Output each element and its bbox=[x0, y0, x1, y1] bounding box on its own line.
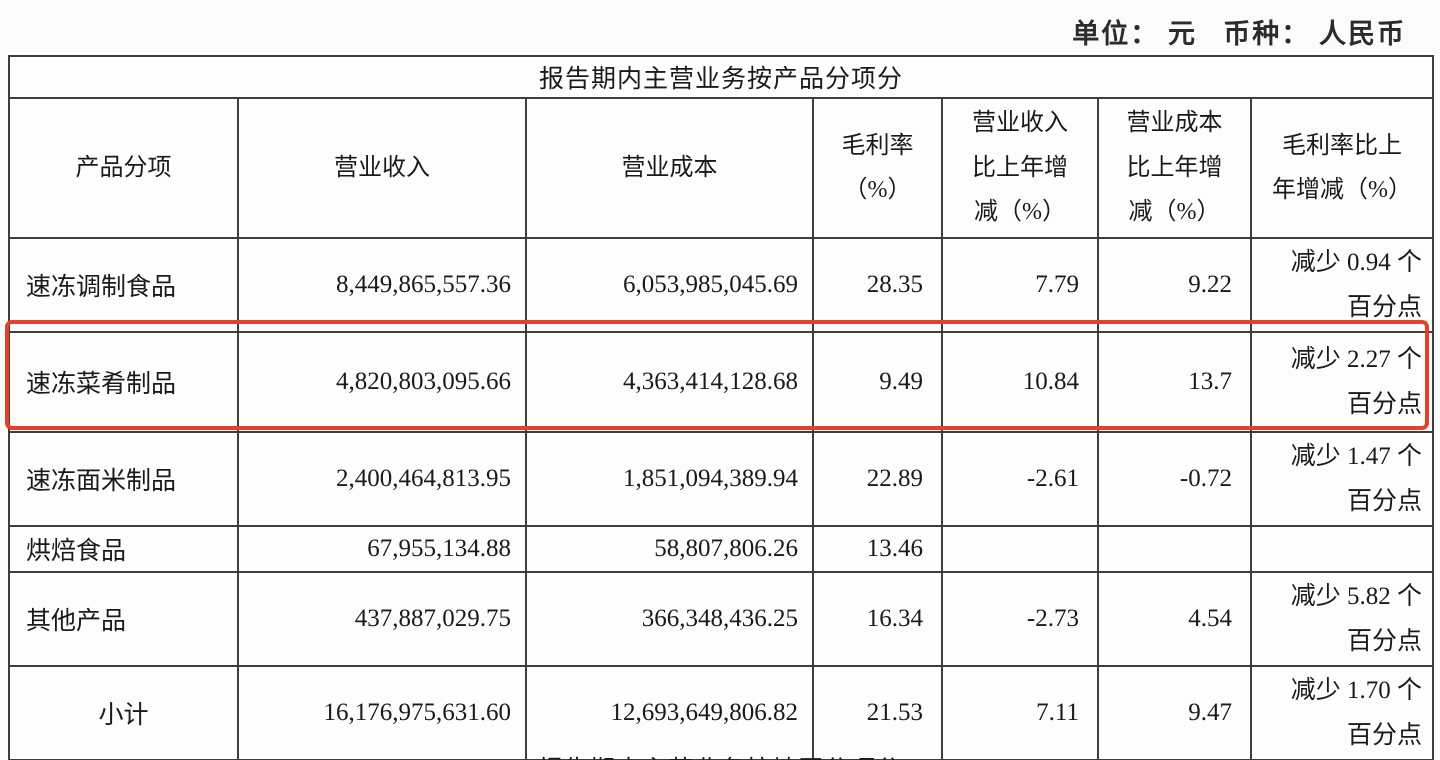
cell-cost-yoy: 9.22 bbox=[1097, 237, 1252, 333]
cell-cost-yoy: 9.47 bbox=[1097, 665, 1252, 760]
cell-margin: 9.49 bbox=[812, 331, 943, 433]
unit-currency-label: 单位： 元 币种： 人民币 bbox=[1072, 19, 1406, 49]
cell-revenue-yoy bbox=[941, 525, 1099, 573]
table-title-row: 报告期内主营业务按产品分项分 bbox=[7, 55, 1435, 99]
cell-margin: 28.35 bbox=[812, 237, 943, 333]
cell-revenue: 67,955,134.88 bbox=[237, 525, 527, 573]
cell-cost: 12,693,649,806.82 bbox=[525, 665, 814, 760]
cell-cost: 366,348,436.25 bbox=[525, 571, 814, 667]
cell-revenue-yoy: 10.84 bbox=[941, 331, 1099, 433]
table-row: 速冻面米制品 2,400,464,813.95 1,851,094,389.94… bbox=[8, 431, 1435, 527]
cell-margin-yoy: 减少 1.70 个 百分点 bbox=[1249, 665, 1435, 760]
table-row-subtotal: 小计 16,176,975,631.60 12,693,649,806.82 2… bbox=[8, 665, 1435, 760]
cell-revenue: 4,820,803,095.66 bbox=[237, 331, 527, 433]
col-header-revenue-yoy: 营业收入 比上年增 减（%） bbox=[941, 97, 1099, 239]
cell-product: 速冻调制食品 bbox=[8, 237, 239, 333]
cell-cost: 58,807,806.26 bbox=[525, 525, 814, 573]
cell-revenue-yoy: -2.73 bbox=[941, 571, 1099, 667]
cell-margin-yoy: 减少 2.27 个 百分点 bbox=[1249, 331, 1435, 433]
table-title: 报告期内主营业务按产品分项分 bbox=[7, 55, 1435, 99]
col-header-gross-margin: 毛利率 （%） bbox=[812, 97, 943, 239]
cell-margin-yoy: 减少 5.82 个 百分点 bbox=[1249, 571, 1435, 667]
col-header-revenue: 营业收入 bbox=[237, 97, 527, 239]
next-section-title-clipped: 报告期内主营业务按地区分项分 bbox=[8, 750, 1432, 760]
cell-product: 速冻面米制品 bbox=[8, 431, 239, 527]
cell-cost-yoy bbox=[1097, 525, 1252, 573]
cell-cost: 1,851,094,389.94 bbox=[525, 431, 814, 527]
cell-product: 速冻菜肴制品 bbox=[8, 331, 239, 433]
col-header-cost: 营业成本 bbox=[525, 97, 814, 239]
cell-margin: 22.89 bbox=[812, 431, 943, 527]
cell-product: 其他产品 bbox=[8, 571, 239, 667]
cell-product: 烘焙食品 bbox=[8, 525, 239, 573]
cell-cost: 4,363,414,128.68 bbox=[525, 331, 814, 433]
cell-revenue: 437,887,029.75 bbox=[237, 571, 527, 667]
cell-margin: 16.34 bbox=[812, 571, 943, 667]
cell-cost: 6,053,985,045.69 bbox=[525, 237, 814, 333]
cell-product: 小计 bbox=[8, 665, 239, 760]
main-business-by-product-table: 报告期内主营业务按产品分项分 产品分项 营业收入 营业成本 毛利率 （%） 营业… bbox=[7, 55, 1435, 760]
cell-revenue: 8,449,865,557.36 bbox=[237, 237, 527, 333]
table-header-row: 产品分项 营业收入 营业成本 毛利率 （%） 营业收入 比上年增 减（%） 营业… bbox=[8, 97, 1435, 239]
cell-revenue: 2,400,464,813.95 bbox=[237, 431, 527, 527]
cell-revenue: 16,176,975,631.60 bbox=[237, 665, 527, 760]
cell-margin-yoy bbox=[1249, 525, 1435, 573]
table-row: 其他产品 437,887,029.75 366,348,436.25 16.34… bbox=[8, 571, 1435, 667]
cell-revenue-yoy: -2.61 bbox=[941, 431, 1099, 527]
cell-cost-yoy: 4.54 bbox=[1097, 571, 1252, 667]
table-row-highlighted: 速冻菜肴制品 4,820,803,095.66 4,363,414,128.68… bbox=[8, 331, 1435, 433]
cell-margin: 13.46 bbox=[812, 525, 943, 573]
cell-cost-yoy: -0.72 bbox=[1097, 431, 1252, 527]
cell-margin-yoy: 减少 0.94 个 百分点 bbox=[1249, 237, 1435, 333]
cell-revenue-yoy: 7.11 bbox=[941, 665, 1099, 760]
table-row: 烘焙食品 67,955,134.88 58,807,806.26 13.46 bbox=[8, 525, 1435, 573]
table-row: 速冻调制食品 8,449,865,557.36 6,053,985,045.69… bbox=[8, 237, 1435, 333]
cell-cost-yoy: 13.7 bbox=[1097, 331, 1252, 433]
col-header-margin-yoy: 毛利率比上 年增减（%） bbox=[1249, 97, 1435, 239]
col-header-product: 产品分项 bbox=[8, 97, 239, 239]
cell-margin: 21.53 bbox=[812, 665, 943, 760]
cell-margin-yoy: 减少 1.47 个 百分点 bbox=[1249, 431, 1435, 527]
col-header-cost-yoy: 营业成本 比上年增 减（%） bbox=[1097, 97, 1252, 239]
cell-revenue-yoy: 7.79 bbox=[941, 237, 1099, 333]
